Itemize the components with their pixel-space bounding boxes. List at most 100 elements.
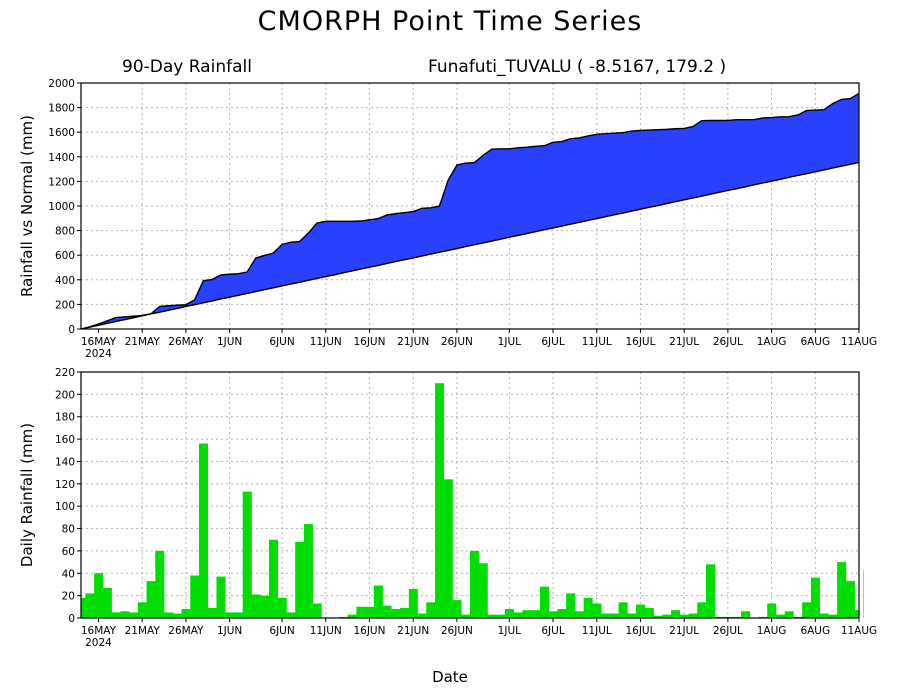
daily-rain-bar xyxy=(260,595,270,618)
daily-rain-bar xyxy=(408,588,418,618)
daily-rain-bar xyxy=(662,614,672,618)
daily-rain-bar xyxy=(504,609,515,618)
daily-rain-bar xyxy=(679,614,689,618)
daily-rain-bar xyxy=(181,609,191,618)
x-axis-label: Date xyxy=(432,668,468,686)
top-ytick-label: 1600 xyxy=(48,127,75,139)
daily-rain-bar xyxy=(557,609,567,618)
daily-rain-bar xyxy=(199,443,209,618)
top-xtick-label: 6JUL xyxy=(541,336,564,348)
daily-rain-bar xyxy=(784,611,794,618)
top-plot-frame xyxy=(80,82,860,330)
chart-subtitle-left: 90-Day Rainfall xyxy=(122,57,252,77)
daily-rain-bar xyxy=(863,569,864,618)
daily-rain-bar xyxy=(373,585,383,618)
daily-rain-bar xyxy=(426,602,436,618)
daily-rain-bar xyxy=(233,612,244,618)
bottom-xtick-label: 1AUG xyxy=(757,625,787,637)
daily-rain-bar xyxy=(601,613,611,618)
bottom-plot-frame xyxy=(80,371,860,619)
top-ytick-label: 400 xyxy=(55,275,75,287)
daily-rain-bar xyxy=(828,614,838,618)
daily-rain-bar xyxy=(845,581,855,618)
daily-rain-bar xyxy=(461,614,471,618)
daily-rain-bar xyxy=(295,541,305,618)
top-xtick-label: 1JUN xyxy=(217,336,242,348)
bottom-ytick-label: 140 xyxy=(55,456,75,468)
daily-rain-bar xyxy=(627,613,637,618)
daily-rain-bar xyxy=(216,576,226,618)
daily-rain-bar xyxy=(207,607,217,618)
daily-rain-bar xyxy=(102,587,112,618)
daily-rain-bar xyxy=(190,575,200,618)
daily-rain-bar xyxy=(172,613,182,618)
daily-rain-bar xyxy=(303,524,313,618)
bottom-xtick-label: 16JUL xyxy=(625,625,655,637)
daily-rain-bar xyxy=(697,602,707,618)
top-ytick-label: 2000 xyxy=(48,78,75,90)
daily-rain-bar xyxy=(155,550,165,618)
bottom-xtick-label: 11JUL xyxy=(582,625,612,637)
daily-rain-bar xyxy=(251,594,261,618)
daily-rain-bar xyxy=(443,479,453,618)
bottom-ytick-label: 20 xyxy=(62,591,75,603)
top-xtick-label: 6JUN xyxy=(269,336,294,348)
top-xtick-label: 6AUG xyxy=(800,336,830,348)
daily-rain-bar xyxy=(470,550,480,618)
daily-rain-bar xyxy=(513,612,523,618)
top-ytick-label: 800 xyxy=(55,226,75,238)
daily-rain-bar xyxy=(740,611,751,618)
daily-rain-bar xyxy=(522,610,532,618)
daily-rain-bar xyxy=(636,604,646,618)
observed-vs-normal-area xyxy=(81,93,859,329)
top-ytick-label: 200 xyxy=(55,299,75,311)
top-xtick-label: 26JUN xyxy=(441,336,473,348)
daily-rain-bar xyxy=(277,597,287,618)
bottom-xtick-label: 6JUL xyxy=(541,625,564,637)
chart-subtitle-right: Funafuti_TUVALU ( -8.5167, 179.2 ) xyxy=(428,57,726,77)
top-xtick-label: 21JUN xyxy=(397,336,429,348)
daily-rain-bar xyxy=(382,605,392,618)
bottom-ytick-label: 180 xyxy=(55,412,75,424)
daily-rain-bar xyxy=(688,613,698,618)
daily-rain-bar xyxy=(347,614,357,618)
top-xtick-label: 16JUL xyxy=(625,336,655,348)
daily-rain-bar xyxy=(574,611,584,618)
daily-rain-bar xyxy=(111,612,121,618)
top-ytick-label: 600 xyxy=(55,250,75,262)
daily-rain-bar xyxy=(566,593,576,618)
daily-rain-bar xyxy=(452,600,462,618)
daily-rain-bar xyxy=(478,563,488,618)
daily-rain-bar xyxy=(391,609,401,618)
top-ytick-label: 0 xyxy=(68,324,75,336)
bottom-xtick-label: 16MAY xyxy=(81,625,117,637)
daily-rain-bar xyxy=(854,610,860,618)
top-ytick-label: 1000 xyxy=(48,201,75,213)
daily-rain-bar xyxy=(435,383,445,618)
daily-rain-bar xyxy=(819,613,829,618)
bottom-ytick-label: 120 xyxy=(55,479,75,491)
daily-rain-bar xyxy=(400,607,410,618)
daily-rain-bar xyxy=(802,602,812,618)
daily-rain-bar xyxy=(706,564,716,618)
top-xtick-label: 11JUN xyxy=(310,336,342,348)
top-xtick-label: 1JUL xyxy=(498,336,521,348)
daily-rain-bar xyxy=(531,610,541,618)
daily-rain-bar xyxy=(146,581,156,618)
top-xtick-label: 16JUN xyxy=(353,336,385,348)
daily-rain-bar xyxy=(81,597,86,618)
top-xtick-label: 26JUL xyxy=(713,336,743,348)
bottom-xtick-label: 1JUN xyxy=(217,625,242,637)
daily-rain-bar xyxy=(85,593,95,618)
daily-rain-bar xyxy=(94,573,104,618)
daily-rain-bar xyxy=(644,607,654,618)
normal-cumulative-line xyxy=(80,161,860,330)
daily-rain-bar xyxy=(268,539,278,618)
bottom-xtick-label: 1JUL xyxy=(498,625,521,637)
bottom-xtick-label: 26JUL xyxy=(713,625,743,637)
top-ytick-label: 1200 xyxy=(48,176,75,188)
top-year-label: 2024 xyxy=(85,348,112,360)
daily-rain-bar xyxy=(609,613,619,618)
bottom-xtick-label: 16JUN xyxy=(353,625,385,637)
